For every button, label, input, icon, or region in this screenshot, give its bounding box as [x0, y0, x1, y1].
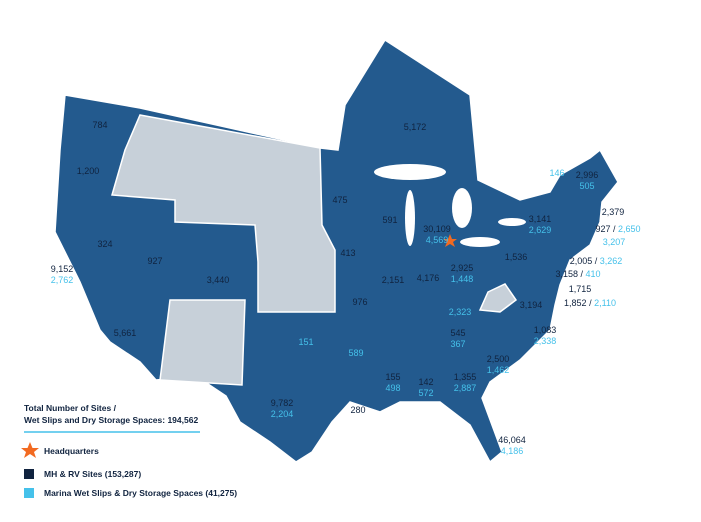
- mh-value: 324: [97, 239, 112, 249]
- separator-value: /: [613, 224, 616, 234]
- mh-value: 2,500: [487, 354, 510, 364]
- marina-value: 2,110: [594, 298, 616, 308]
- mh-value: 142: [418, 377, 433, 387]
- marina-value: 3,262: [600, 256, 623, 266]
- lake: [498, 218, 526, 226]
- marina-value: 4,569: [426, 235, 449, 245]
- mh-value: 3,440: [207, 275, 230, 285]
- marina-value: 589: [348, 348, 363, 358]
- legend-label: Headquarters: [44, 446, 99, 456]
- marina-value: 4,186: [501, 446, 524, 456]
- mh-value: 413: [340, 248, 355, 258]
- hq-star: [443, 234, 457, 247]
- legend-swatch: [24, 469, 34, 479]
- mh-value: 280: [350, 405, 365, 415]
- legend-label: Marina Wet Slips & Dry Storage Spaces (4…: [44, 488, 237, 498]
- mh-value: 2,151: [382, 275, 405, 285]
- marina-value: 367: [450, 339, 465, 349]
- region-gray: [111, 114, 336, 313]
- mh-value: 3,141: [529, 214, 552, 224]
- mh-value: 475: [332, 195, 347, 205]
- lake: [452, 188, 472, 228]
- legend-star: [21, 442, 39, 458]
- mh-value: 155: [385, 372, 400, 382]
- marina-value: 2,887: [454, 383, 477, 393]
- mh-value: 1,715: [569, 284, 592, 294]
- lake: [374, 164, 446, 180]
- mh-value: 4,176: [417, 273, 440, 283]
- marina-value: 2,338: [534, 336, 557, 346]
- site-label: 927 / 2,650: [595, 224, 640, 234]
- mh-value: 5,172: [404, 122, 427, 132]
- separator-value: /: [580, 269, 583, 279]
- region-gray: [159, 299, 246, 386]
- marina-value: 2,204: [271, 409, 294, 419]
- mh-value: 9,152: [51, 264, 74, 274]
- marina-value: 505: [579, 181, 594, 191]
- mh-value: 591: [382, 215, 397, 225]
- site-label: 3,158 / 410: [555, 269, 600, 279]
- site-label: 2,005 / 3,262: [570, 256, 623, 266]
- mh-value: 1,083: [534, 325, 557, 335]
- mh-value: 545: [450, 328, 465, 338]
- mh-value: 3,158: [555, 269, 578, 279]
- legend-title: Total Number of Sites /: [24, 403, 117, 413]
- mh-value: 30,109: [423, 224, 451, 234]
- mh-value: 2,925: [451, 263, 474, 273]
- mh-value: 1,852: [564, 298, 587, 308]
- region-gray: [478, 283, 518, 313]
- map-shapes: [54, 38, 619, 464]
- marina-value: 2,323: [449, 307, 472, 317]
- legend-label: MH & RV Sites (153,287): [44, 469, 141, 479]
- marina-value: 1,448: [451, 274, 474, 284]
- marina-value: 410: [586, 269, 601, 279]
- mh-value: 976: [352, 297, 367, 307]
- mh-value: 5,661: [114, 328, 137, 338]
- legend: Total Number of Sites / Wet Slips and Dr…: [21, 403, 237, 498]
- mh-value: 784: [92, 120, 107, 130]
- mh-value: 1,536: [505, 252, 528, 262]
- lake: [460, 237, 500, 247]
- mh-value: 1,200: [77, 166, 100, 176]
- marina-value: 2,629: [529, 225, 552, 235]
- mh-value: 2,996: [576, 170, 599, 180]
- marina-value: 2,650: [618, 224, 641, 234]
- mh-value: 927: [147, 256, 162, 266]
- mh-value: 9,782: [271, 398, 294, 408]
- mh-value: 2,379: [602, 207, 625, 217]
- marina-value: 3,207: [603, 237, 626, 247]
- mh-value: 2,005: [570, 256, 593, 266]
- marina-value: 498: [385, 383, 400, 393]
- mh-value: 1,355: [454, 372, 477, 382]
- separator-value: /: [589, 298, 592, 308]
- region-base: [54, 38, 619, 464]
- mh-value: 46,064: [498, 435, 526, 445]
- mh-value: 3,194: [520, 300, 543, 310]
- mh-value: 927: [595, 224, 610, 234]
- legend-title: Wet Slips and Dry Storage Spaces: 194,56…: [24, 415, 198, 425]
- legend-swatch: [24, 488, 34, 498]
- marina-value: 151: [298, 337, 313, 347]
- marina-value: 1,462: [487, 365, 510, 375]
- marina-value: 146: [549, 168, 564, 178]
- marina-value: 2,762: [51, 275, 74, 285]
- separator-value: /: [595, 256, 598, 266]
- lake: [405, 190, 415, 246]
- site-label: 1,852 / 2,110: [564, 298, 616, 308]
- marina-value: 572: [418, 388, 433, 398]
